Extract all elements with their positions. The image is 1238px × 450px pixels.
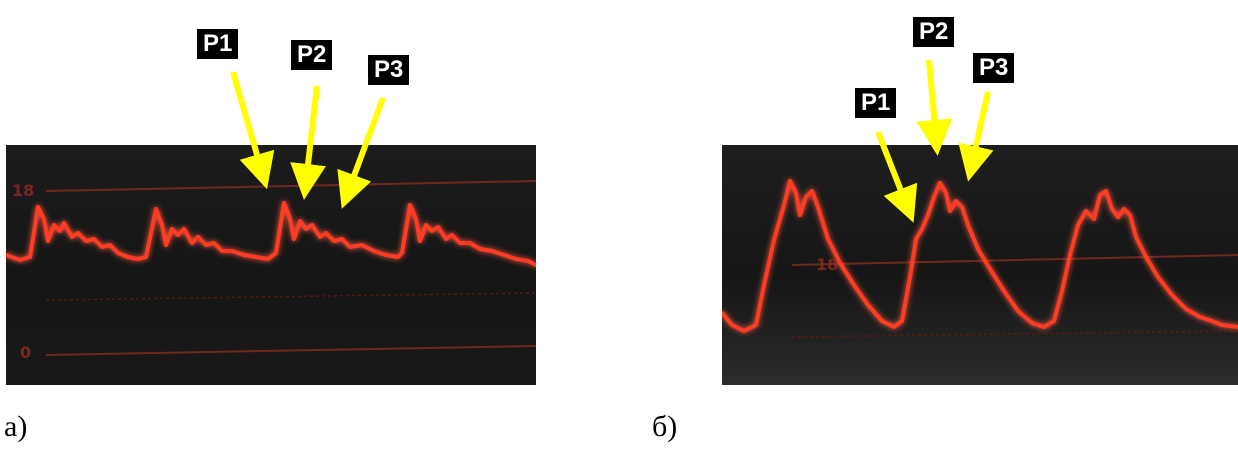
waveform-a — [6, 180, 536, 356]
monitor-screen-b: 18 — [722, 145, 1238, 385]
peak-tag-a-p1: P1 — [197, 29, 239, 59]
peak-tag-b-p3: P3 — [973, 53, 1015, 83]
monitor-screen-a: 18 0 — [6, 145, 536, 385]
peak-tag-b-p2: P2 — [913, 17, 955, 47]
waveform-b — [722, 179, 1238, 338]
peak-tag-a-p2: P2 — [291, 40, 333, 70]
caption-b: б) — [652, 410, 678, 443]
scale-label-high: 18 — [12, 181, 35, 200]
caption-a: а) — [4, 410, 28, 443]
peak-tag-b-p1: P1 — [855, 88, 897, 118]
scale-label-high-b: 18 — [816, 255, 839, 274]
peak-tag-a-p3: P3 — [368, 55, 410, 85]
scale-label-low: 0 — [20, 343, 32, 362]
arrow-b-p2 — [916, 59, 953, 156]
